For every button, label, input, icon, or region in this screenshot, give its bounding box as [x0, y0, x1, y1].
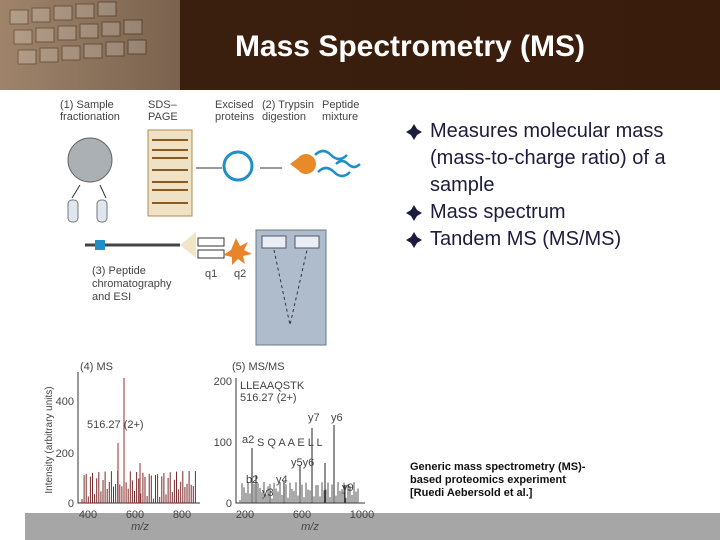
- step-label: (3) Peptide: [92, 265, 146, 277]
- bullet-text: Measures molecular mass (mass-to-charge …: [430, 120, 666, 196]
- q1: [197, 249, 225, 259]
- axis-label: m/z: [131, 521, 149, 533]
- peaks: [81, 378, 359, 503]
- x-tick-label: 600: [293, 509, 311, 521]
- spray: [180, 232, 196, 258]
- bullet: Tandem MS (MS/MS): [404, 226, 704, 253]
- ion-label: y4: [276, 474, 288, 486]
- x-tick-label: 600: [126, 509, 144, 521]
- analyzer-part: [261, 235, 287, 249]
- y-tick-label: 0: [226, 498, 232, 510]
- peak-label: 516.27 (2+): [87, 419, 144, 431]
- bullet-icon: [406, 124, 422, 140]
- step-label: digestion: [262, 111, 306, 123]
- y-tick-label: 0: [68, 498, 74, 510]
- bullet-icon: [406, 205, 422, 221]
- peptides: [314, 149, 361, 178]
- precursor: 516.27 (2+): [240, 392, 297, 404]
- bullet-list: Measures molecular mass (mass-to-charge …: [404, 118, 704, 253]
- ion-label: S Q A A E L L: [257, 437, 323, 449]
- caption: Generic mass spectrometry (MS)-: [410, 461, 586, 473]
- y-tick-label: 200: [56, 448, 74, 460]
- caption: [Ruedi Aebersold et al.]: [410, 487, 533, 499]
- y-tick-label: 400: [56, 396, 74, 408]
- bullet-text: Mass spectrum: [430, 201, 566, 223]
- tube: [96, 199, 108, 223]
- caption: based proteomics experiment: [410, 474, 566, 486]
- ion-label: y5y6: [291, 457, 314, 469]
- ion-label: b2: [246, 474, 258, 486]
- step-label: and ESI: [92, 291, 131, 303]
- ion-label: y9: [342, 482, 354, 494]
- tube: [67, 199, 79, 223]
- axis-label: Intensity (arbitrary units): [44, 386, 55, 493]
- ion-label: y3: [262, 487, 274, 499]
- ion-path: [273, 249, 308, 326]
- step-label: (2) Trypsin: [262, 99, 314, 111]
- bullet-text: Tandem MS (MS/MS): [430, 228, 622, 250]
- sequence: LLEAAQSTK: [240, 380, 305, 392]
- x-tick-label: 1000: [350, 509, 374, 521]
- q-label: q2: [234, 268, 246, 280]
- q1: [197, 237, 225, 247]
- step-label: proteins: [215, 111, 255, 123]
- gel: [147, 129, 193, 217]
- step-label: mixture: [322, 111, 358, 123]
- trypsin: [290, 154, 316, 175]
- analyzer-part: [294, 235, 320, 249]
- sample-cell: [67, 137, 113, 183]
- ion-label: a2: [242, 434, 254, 446]
- x-tick-label: 200: [236, 509, 254, 521]
- y-tick-label: 100: [214, 437, 232, 449]
- q2-collision: [223, 238, 252, 265]
- q-label: q1: [205, 268, 217, 280]
- axis-label: m/z: [301, 521, 319, 533]
- step-label: chromatography: [92, 278, 172, 290]
- bullet-icon: [406, 232, 422, 248]
- panel-title: (4) MS: [80, 361, 113, 373]
- footer-bar: [25, 513, 720, 540]
- arrows: [71, 184, 107, 199]
- step-label: PAGE: [148, 111, 178, 123]
- step-label: SDS–: [148, 99, 178, 111]
- y-tick-label: 200: [214, 376, 232, 388]
- step-label: Excised: [215, 99, 254, 111]
- step-label: fractionation: [60, 111, 120, 123]
- ion-label: y6: [331, 412, 343, 424]
- gel-bands: [152, 139, 188, 204]
- bullet: Measures molecular mass (mass-to-charge …: [404, 118, 704, 199]
- analyzer: [255, 229, 327, 346]
- keyboard-photo: [0, 0, 180, 90]
- step-label: Peptide: [322, 99, 359, 111]
- bullet: Mass spectrum: [404, 199, 704, 226]
- slide-title: Mass Spectrometry (MS): [235, 30, 585, 63]
- panel-title: (5) MS/MS: [232, 361, 285, 373]
- column: [95, 240, 105, 250]
- x-tick-label: 400: [79, 509, 97, 521]
- x-tick-label: 800: [173, 509, 191, 521]
- ion-label: y7: [308, 412, 320, 424]
- protein: [222, 150, 254, 182]
- step-label: (1) Sample: [60, 99, 114, 111]
